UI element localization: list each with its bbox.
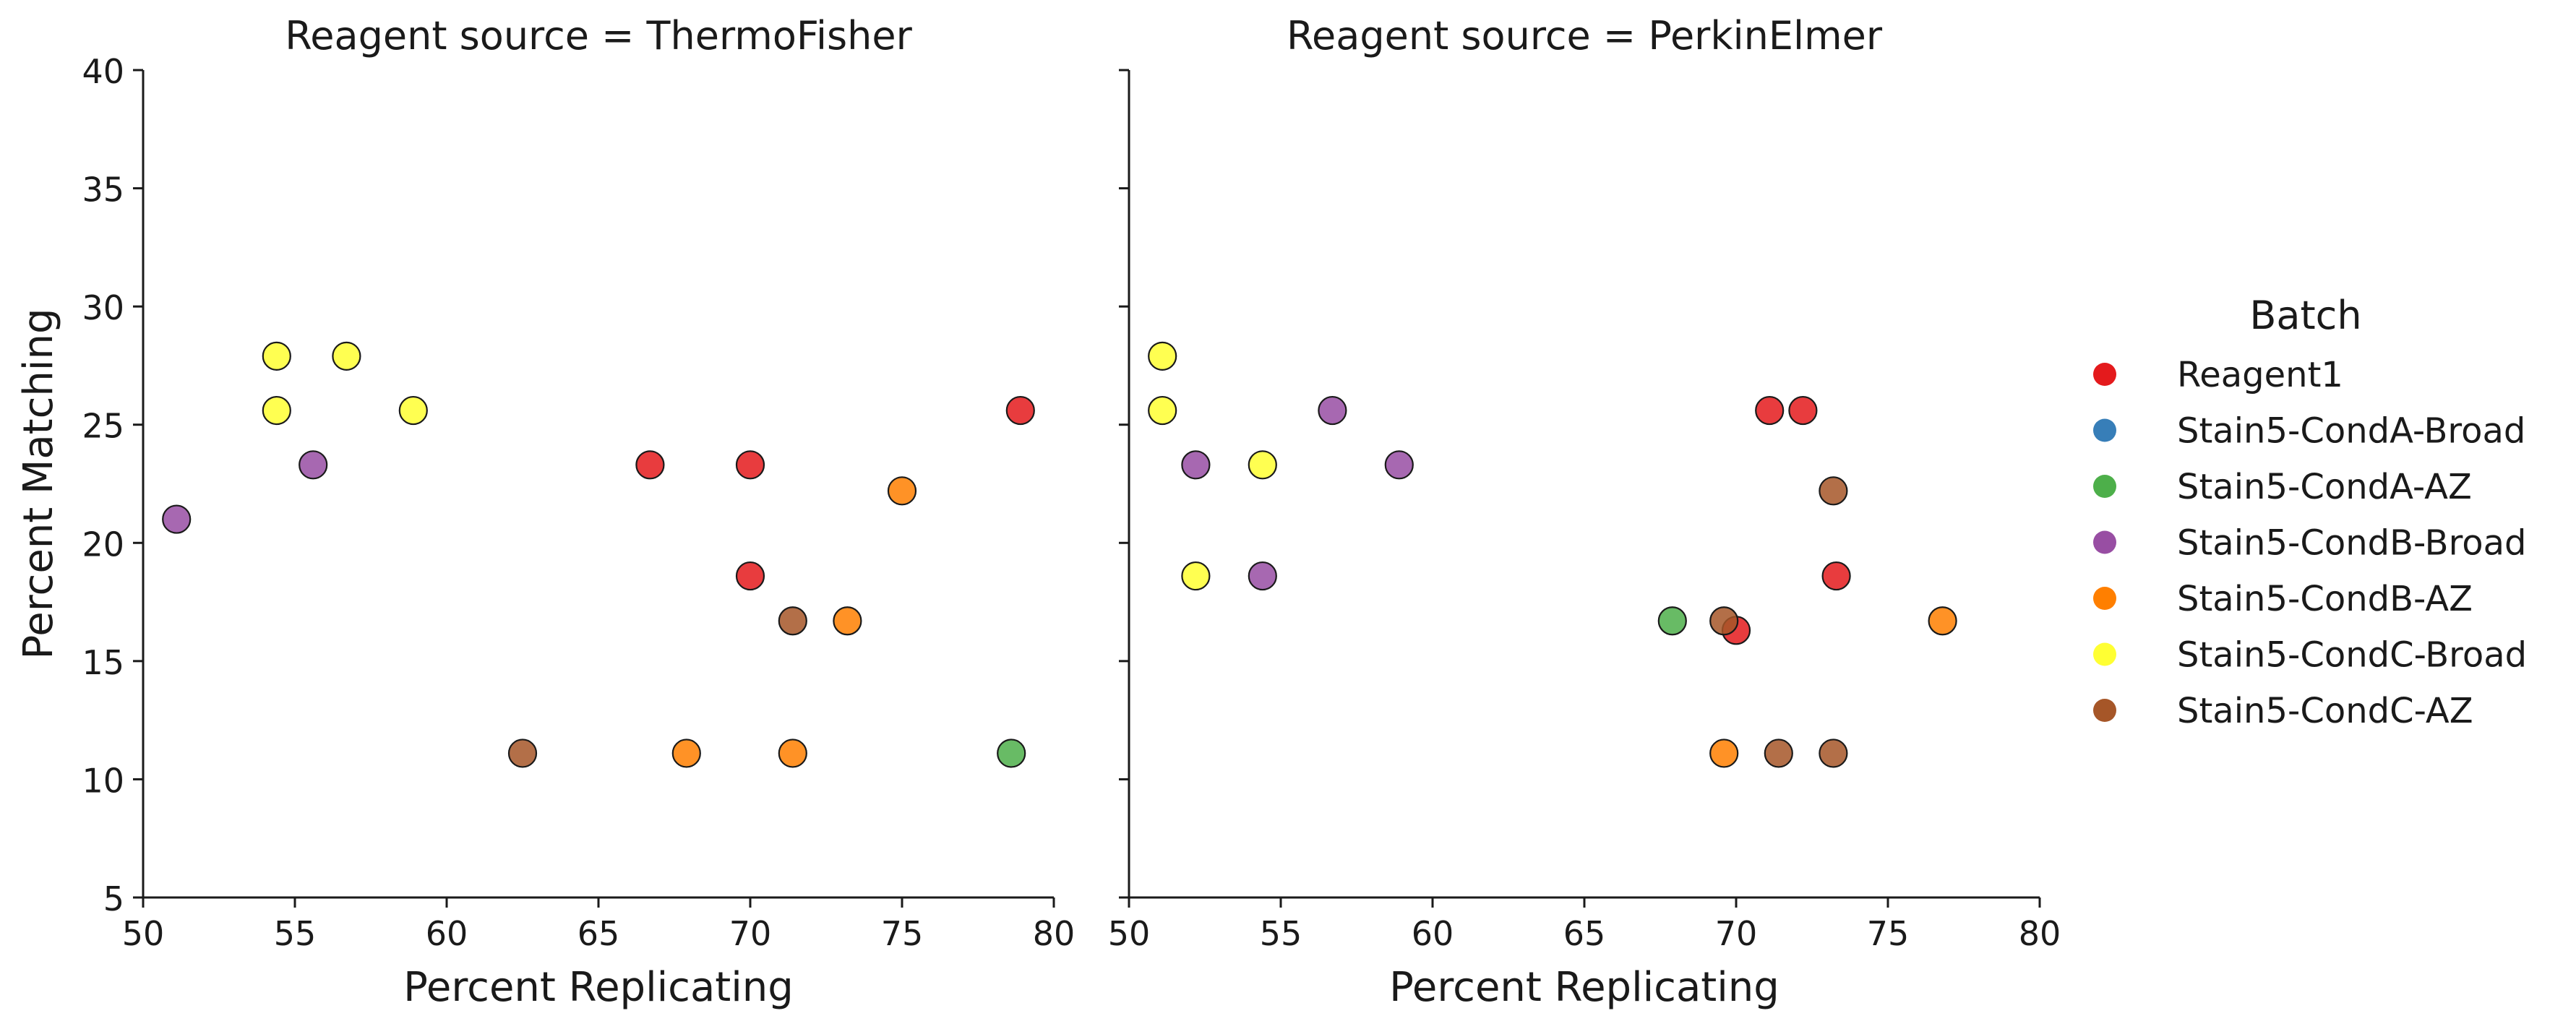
legend-marker xyxy=(2093,418,2116,442)
data-point xyxy=(635,450,665,480)
legend-marker xyxy=(2093,530,2116,554)
legend-label: Stain5-CondC-AZ xyxy=(2177,691,2473,731)
x-tick-label: 60 xyxy=(426,914,468,953)
data-point xyxy=(1819,739,1848,768)
scatter-points xyxy=(1148,341,1957,768)
legend-label: Stain5-CondB-Broad xyxy=(2177,523,2527,564)
legend-marker xyxy=(2093,587,2116,610)
y-tick-label: 15 xyxy=(82,643,124,682)
data-point xyxy=(507,739,538,768)
data-point xyxy=(778,606,807,636)
data-point xyxy=(262,341,291,371)
data-point xyxy=(1709,739,1739,768)
data-point xyxy=(1764,739,1793,768)
x-tick-label: 60 xyxy=(1412,914,1454,953)
x-axis-label: Percent Replicating xyxy=(403,964,794,1011)
x-tick-label: 65 xyxy=(578,914,620,953)
legend-item: Stain5-CondA-Broad xyxy=(2093,411,2525,452)
data-point xyxy=(1788,395,1818,426)
x-tick-label: 50 xyxy=(1108,914,1151,953)
x-tick-label: 55 xyxy=(274,914,317,953)
legend-marker xyxy=(2093,642,2116,666)
data-point xyxy=(1005,395,1035,426)
y-tick-label: 35 xyxy=(82,171,124,210)
panel-title: Reagent source = ThermoFisher xyxy=(285,13,912,59)
panel-2: Reagent source = PerkinElmer 50 55 60 65 70 75… xyxy=(1108,13,2061,1011)
y-tick-label: 40 xyxy=(82,52,124,91)
x-tick-label: 65 xyxy=(1563,914,1606,953)
legend-item: Stain5-CondC-AZ xyxy=(2093,691,2473,731)
legend-marker xyxy=(2093,475,2116,498)
x-tick-label: 55 xyxy=(1260,914,1302,953)
data-point xyxy=(1148,341,1177,371)
data-point xyxy=(671,739,701,768)
legend: Batch Reagent1 Stain5-CondA-Broad Stain5-Co… xyxy=(2093,293,2527,731)
x-tick-label: 80 xyxy=(2019,914,2061,953)
legend-marker xyxy=(2093,363,2116,386)
data-point xyxy=(887,476,917,506)
data-point xyxy=(1821,561,1851,591)
panel-1: Reagent source = ThermoFisher 5 10 15 20 25 30… xyxy=(15,13,1075,1011)
y-axis-label: Percent Matching xyxy=(15,309,62,660)
data-point xyxy=(1755,395,1785,426)
data-point xyxy=(398,395,428,426)
x-tick-label: 50 xyxy=(122,914,165,953)
data-point xyxy=(735,450,765,480)
data-point xyxy=(1318,395,1347,426)
x-tick-label: 75 xyxy=(1867,914,1910,953)
data-point xyxy=(162,504,192,534)
x-tick-label: 70 xyxy=(729,914,772,953)
y-tick-label: 20 xyxy=(82,525,124,564)
y-tick-label: 30 xyxy=(82,288,124,327)
data-point xyxy=(262,395,291,426)
data-point xyxy=(735,561,765,591)
data-point xyxy=(1248,450,1277,480)
legend-item: Stain5-CondB-AZ xyxy=(2093,579,2473,619)
chart-panels: Reagent source = ThermoFisher 5 10 15 20 25 30… xyxy=(15,13,2061,1011)
legend-label: Stain5-CondA-Broad xyxy=(2177,411,2525,452)
data-point xyxy=(1384,450,1414,480)
legend-item: Stain5-CondC-Broad xyxy=(2093,635,2527,676)
legend-item: Stain5-CondB-Broad xyxy=(2093,523,2527,564)
data-point xyxy=(1709,606,1739,636)
data-point xyxy=(1148,395,1177,426)
x-tick-label: 80 xyxy=(1033,914,1076,953)
legend-label: Stain5-CondA-AZ xyxy=(2177,467,2472,507)
x-axis-label: Percent Replicating xyxy=(1389,964,1779,1011)
legend-label: Stain5-CondC-Broad xyxy=(2177,635,2527,676)
legend-label: Reagent1 xyxy=(2177,355,2343,395)
legend-marker xyxy=(2093,699,2116,722)
scatter-points xyxy=(162,341,1035,768)
data-point xyxy=(1657,606,1687,636)
data-point xyxy=(1181,561,1211,591)
panel-title: Reagent source = PerkinElmer xyxy=(1287,13,1883,59)
data-point xyxy=(1181,450,1211,480)
data-point xyxy=(778,739,807,768)
legend-item: Stain5-CondA-AZ xyxy=(2093,467,2472,507)
legend-label: Stain5-CondB-AZ xyxy=(2177,579,2473,619)
y-tick-label: 5 xyxy=(103,879,124,918)
data-point xyxy=(299,450,328,480)
y-tick-label: 10 xyxy=(82,761,124,800)
data-point xyxy=(1819,476,1848,506)
data-point xyxy=(997,739,1026,768)
data-point xyxy=(332,341,361,371)
data-point xyxy=(1248,561,1277,591)
y-tick-label: 25 xyxy=(82,407,124,446)
x-tick-label: 70 xyxy=(1715,914,1758,953)
legend-title: Batch xyxy=(2249,293,2361,338)
data-point xyxy=(1928,606,1957,636)
data-point xyxy=(833,606,862,636)
x-tick-label: 75 xyxy=(881,914,924,953)
legend-item: Reagent1 xyxy=(2093,355,2343,395)
